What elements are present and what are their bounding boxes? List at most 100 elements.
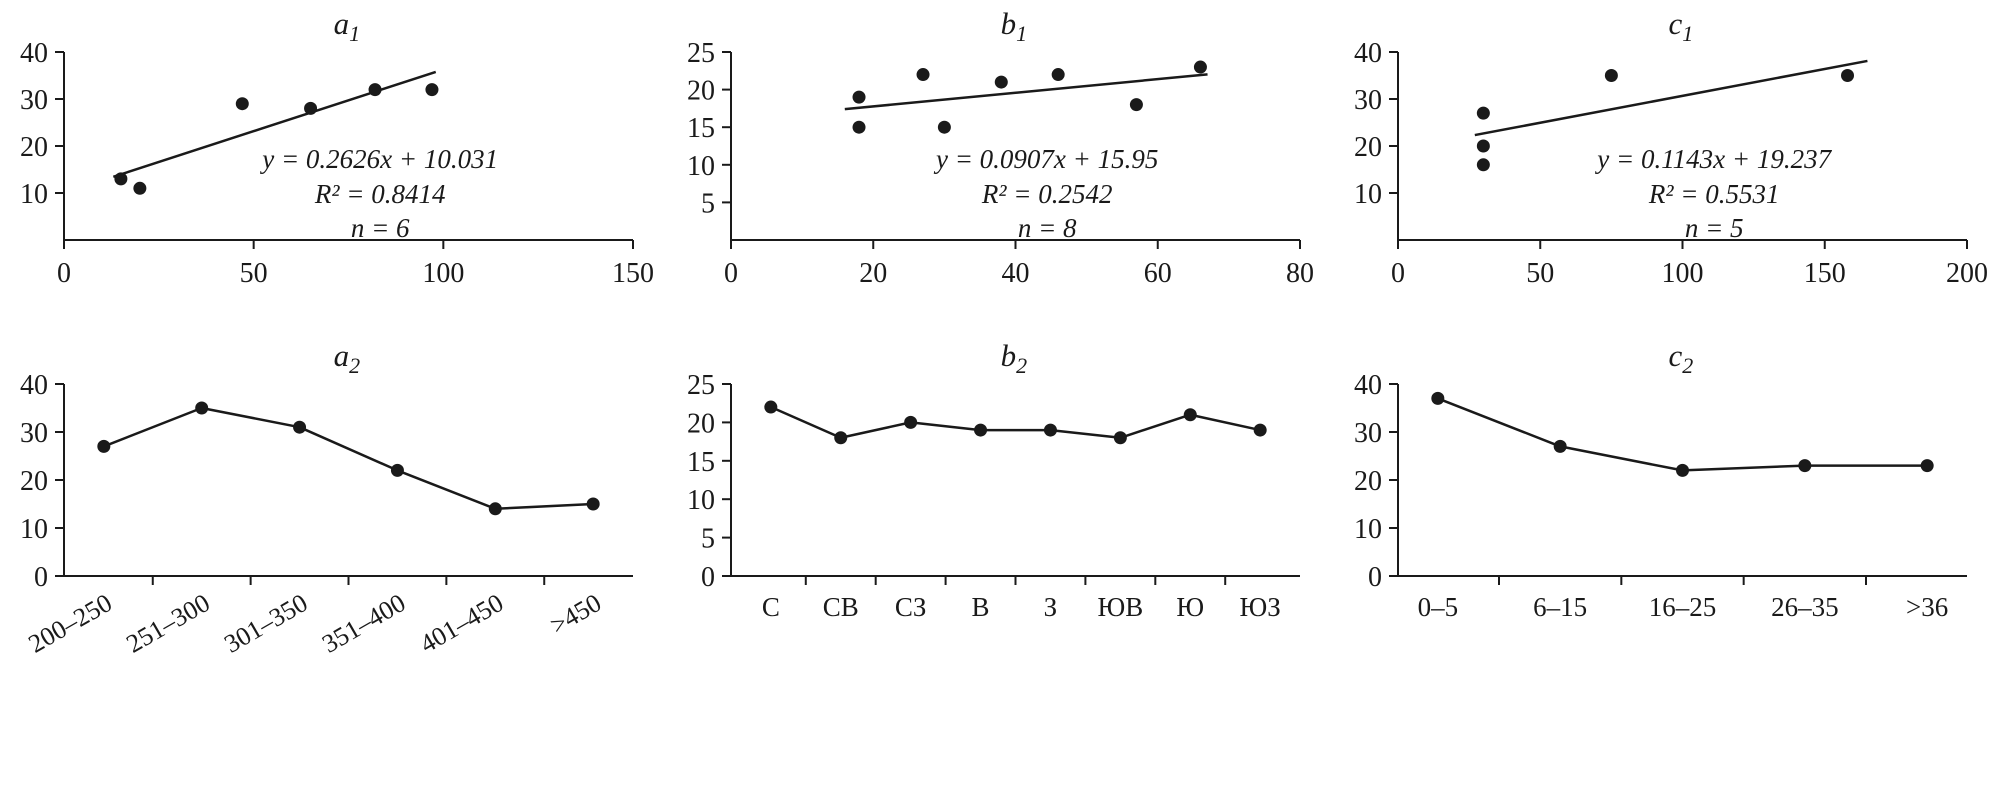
x-category-label: 401–450	[415, 588, 508, 659]
data-point	[937, 120, 951, 134]
data-point	[852, 120, 866, 134]
data-point	[304, 101, 318, 115]
chart-b2-title: b2	[1000, 338, 1028, 377]
data-point	[994, 75, 1008, 89]
x-category-label: СЗ	[895, 592, 927, 622]
chart-a1-title: a1	[334, 6, 361, 45]
chart-c1: c1 10 20 30 40 0 50 100 150 200 y = 0.1143x + 19…	[1334, 4, 2001, 304]
data-point	[1476, 139, 1490, 153]
data-point	[852, 90, 866, 104]
y-tick-label: 25	[687, 38, 715, 69]
x-tick-label: 50	[1526, 258, 1554, 289]
regression-r-squared: R² = 0.8414	[314, 178, 446, 209]
regression-r-squared: R² = 0.5531	[1648, 178, 1780, 209]
axis-lines	[1397, 384, 1967, 577]
regression-equation: y = 0.0907x + 15.95	[935, 144, 1159, 174]
y-tick-label: 20	[687, 76, 715, 107]
data-point	[1193, 60, 1207, 74]
data-point	[195, 401, 209, 415]
chart-a2-title: a2	[333, 338, 361, 377]
x-category-label: 16–25	[1649, 592, 1717, 622]
y-tick-label: 20	[20, 132, 48, 163]
x-category-label: З	[1044, 592, 1058, 622]
y-tick-label: 40	[20, 370, 48, 401]
data-point	[425, 83, 439, 97]
y-tick-label: 10	[687, 151, 715, 182]
chart-title-letter: a	[333, 338, 350, 373]
y-tick-label: 40	[1354, 38, 1382, 69]
data-point	[1043, 423, 1057, 437]
y-tick-label: 5	[701, 524, 715, 555]
data-point	[114, 172, 128, 186]
data-point	[1476, 158, 1490, 172]
y-tick-label: 20	[1354, 466, 1382, 497]
x-category-label: ЮВ	[1097, 592, 1143, 622]
data-point	[133, 181, 147, 195]
chart-title-letter: b	[1000, 338, 1017, 373]
x-category-label: 6–15	[1533, 592, 1587, 622]
x-tick-label: 0	[1391, 258, 1405, 289]
regression-n: n = 8	[1017, 213, 1077, 244]
regression-equation: y = 0.1143x + 19.237	[1597, 144, 1832, 174]
x-tick-label: 200	[1946, 258, 1988, 289]
y-tick-label: 20	[20, 466, 48, 497]
charts-grid: a1 10 20 30 40 0 50 100 150 y = 0.2626x + 10.03…	[0, 4, 2001, 736]
x-category-label: >450	[545, 588, 606, 640]
x-category-label: 200–250	[24, 588, 117, 659]
chart-a2: a2 0 10 20 30 40 200–250 251–300 301–350 351–400…	[0, 336, 667, 736]
x-tick-label: 0	[724, 258, 738, 289]
regression-n: n = 5	[1684, 213, 1744, 244]
trend-line	[1474, 59, 1868, 137]
chart-title-subscript: 1	[1016, 21, 1028, 47]
chart-b2-plot: 0 5 10 15 20 25 С СВ СЗ В З ЮВ Ю ЮЗ	[687, 370, 1300, 622]
chart-b1-plot: 5 10 15 20 25 0 20 40 60 80	[687, 38, 1314, 289]
regression-n: n = 6	[350, 213, 410, 244]
chart-c1-title: c1	[1668, 6, 1693, 45]
y-tick-label: 20	[687, 408, 715, 439]
chart-title-subscript: 2	[1682, 353, 1694, 379]
y-tick-label: 20	[1354, 132, 1382, 163]
y-tick-label: 10	[20, 179, 48, 210]
data-point	[390, 463, 404, 477]
x-tick-label: 150	[1804, 258, 1846, 289]
chart-c2-plot: 0 10 20 30 40 0–5 6–15 16–25 26–35 >36	[1354, 370, 1967, 622]
y-tick-label: 15	[687, 113, 715, 144]
y-tick-label: 10	[687, 485, 715, 516]
data-point	[293, 420, 307, 434]
x-tick-label: 100	[1662, 258, 1704, 289]
data-point	[1841, 69, 1855, 82]
x-category-label: С	[762, 592, 780, 622]
chart-title-letter: b	[1000, 6, 1017, 41]
chart-title-subscript: 1	[349, 21, 361, 47]
chart-c2-title: c2	[1668, 338, 1693, 377]
chart-title-subscript: 2	[349, 353, 361, 379]
chart-a1: a1 10 20 30 40 0 50 100 150 y = 0.2626x + 10.03…	[0, 4, 667, 304]
data-point	[974, 423, 988, 437]
x-tick-label: 60	[1144, 258, 1172, 289]
chart-title-letter: c	[1668, 6, 1683, 41]
chart-b1-regression-annotation: y = 0.0907x + 15.95 R² = 0.2542 n = 8	[936, 142, 1158, 246]
x-tick-label: 0	[57, 258, 71, 289]
x-tick-label: 100	[422, 258, 464, 289]
data-point	[1253, 423, 1267, 437]
chart-b1: b1 5 10 15 20 25 0 20 40 60 80 y = 0.0907x + 15.9…	[667, 4, 1334, 304]
y-tick-label: 30	[20, 85, 48, 116]
x-tick-label: 20	[859, 258, 887, 289]
x-category-label: 26–35	[1771, 592, 1839, 622]
data-point	[1553, 439, 1567, 453]
x-category-label: ЮЗ	[1240, 592, 1281, 622]
data-point	[1476, 106, 1490, 120]
data-point	[1604, 69, 1618, 82]
chart-c1-plot: 10 20 30 40 0 50 100 150 200	[1354, 38, 1988, 289]
data-point	[97, 439, 111, 453]
regression-r-squared: R² = 0.2542	[981, 178, 1113, 209]
y-tick-label: 0	[701, 562, 715, 593]
regression-equation: y = 0.2626x + 10.031	[262, 144, 499, 174]
x-category-label: 251–300	[121, 588, 214, 659]
trend-line	[112, 70, 437, 178]
data-line	[770, 405, 1261, 440]
data-point	[834, 431, 848, 445]
chart-b1-title: b1	[1000, 6, 1028, 45]
data-point	[1129, 98, 1143, 112]
chart-title-subscript: 1	[1682, 21, 1694, 47]
